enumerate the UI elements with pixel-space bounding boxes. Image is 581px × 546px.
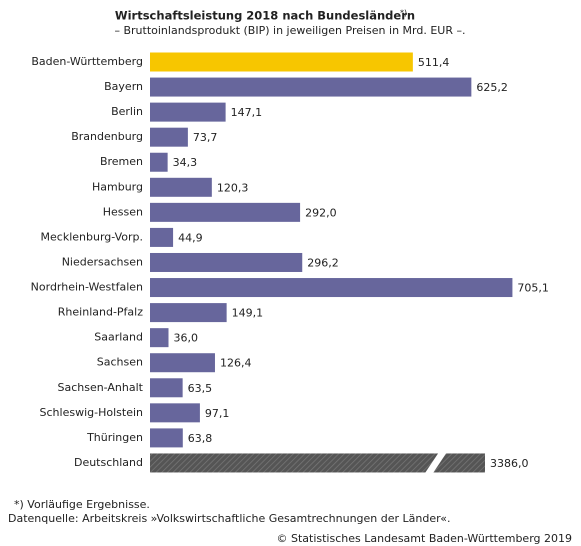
value-label: 3386,0	[490, 457, 529, 470]
value-label: 63,5	[188, 382, 213, 395]
chart-subtitle: – Bruttoinlandsprodukt (BIP) in jeweilig…	[114, 24, 465, 37]
footnote: *) Vorläufige Ergebnisse.	[14, 498, 150, 511]
bar	[150, 127, 188, 147]
bar	[150, 202, 301, 222]
axis-break	[424, 452, 447, 474]
bar	[150, 353, 215, 373]
footnote: Datenquelle: Arbeitskreis »Volkswirtscha…	[8, 512, 450, 525]
value-label: 511,4	[418, 56, 450, 69]
category-label: Deutschland	[74, 456, 143, 469]
bar	[150, 227, 174, 247]
value-label: 63,8	[188, 432, 213, 445]
bar	[150, 252, 303, 272]
category-label: Thüringen	[86, 431, 143, 444]
bar	[150, 403, 200, 423]
bar	[150, 102, 226, 122]
bar	[150, 303, 227, 323]
bar	[150, 328, 169, 348]
category-label: Niedersachsen	[62, 255, 143, 268]
value-label: 120,3	[217, 181, 249, 194]
value-label: 149,1	[232, 307, 263, 320]
category-label: Nordrhein-Westfalen	[31, 281, 143, 294]
bar	[150, 77, 472, 97]
category-label: Saarland	[94, 331, 143, 344]
category-label: Mecklenburg-Vorp.	[41, 230, 143, 243]
category-label: Brandenburg	[71, 130, 143, 143]
bar	[150, 177, 212, 197]
bar	[150, 278, 513, 298]
category-label: Hamburg	[92, 180, 143, 193]
bar	[150, 453, 485, 473]
category-label: Berlin	[111, 105, 143, 118]
category-label: Sachsen-Anhalt	[57, 381, 143, 394]
copyright: © Statistisches Landesamt Baden-Württemb…	[276, 532, 572, 545]
category-label: Rheinland-Pfalz	[58, 306, 143, 319]
bar	[150, 152, 168, 172]
value-label: 296,2	[307, 256, 339, 269]
category-label: Bayern	[104, 80, 143, 93]
value-label: 97,1	[205, 407, 230, 420]
value-label: 292,0	[305, 206, 337, 219]
value-label: 625,2	[476, 81, 508, 94]
category-label: Baden-Württemberg	[31, 55, 143, 68]
value-label: 147,1	[231, 106, 263, 119]
title-note: *)	[400, 9, 407, 18]
chart-title: Wirtschaftsleistung 2018 nach Bundesländ…	[115, 9, 415, 23]
category-label: Schleswig-Holstein	[40, 406, 143, 419]
bar	[150, 378, 183, 398]
category-label: Bremen	[100, 155, 143, 168]
value-label: 34,3	[173, 156, 198, 169]
category-label: Sachsen	[97, 356, 143, 369]
value-label: 36,0	[174, 332, 199, 345]
value-label: 73,7	[193, 131, 218, 144]
bar	[150, 428, 183, 448]
value-label: 126,4	[220, 357, 252, 370]
category-label: Hessen	[103, 205, 143, 218]
value-label: 44,9	[178, 231, 203, 244]
value-label: 705,1	[517, 282, 549, 295]
bar	[150, 52, 413, 72]
